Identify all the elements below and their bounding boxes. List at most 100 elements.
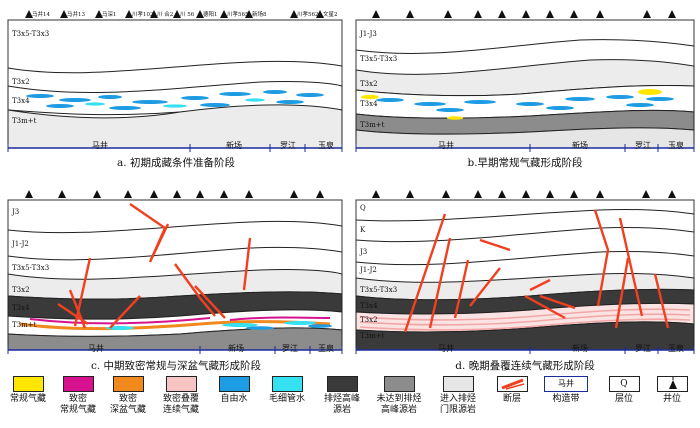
legend-label: 未达到排烃 高峰源岩 [376,394,422,415]
place-label: 马井 [438,344,454,353]
place-label: 新场 [572,344,588,353]
swatch [112,376,144,392]
well-icon [656,376,688,392]
place-label: 新场 [226,141,242,150]
layer-label: T3x5-T3x3 [360,286,398,294]
fault-icon [496,376,528,392]
swatch [12,376,44,392]
legend-label: 致密 常规气藏 [59,394,96,415]
well-label: 德阳1 [203,12,218,18]
legend-item-horizon: Q 层位 [604,376,644,405]
panel-a: 马井14 马井13 马深1 川孝102 川 合2 川 56 德阳1 川孝565 … [0,0,350,180]
layer-label: T3x5-T3x3 [12,30,50,38]
place-label: 罗江 [635,141,651,150]
panel-c-caption: c. 中期致密常规与深盆气藏形成阶段 [90,360,262,372]
place-label: 玉泉 [318,141,334,150]
well-label: 马井14 [32,12,50,18]
panel-b: J1-J3 T3x5-T3x3 T3x2 T3x4 T3m+t 马井 新场 罗江… [350,0,700,180]
well-label: 马深1 [102,12,117,18]
place-label: 罗江 [635,344,651,353]
place-label: 马井 [438,141,454,150]
swatch [271,376,303,392]
place-label: 新场 [228,344,244,353]
layer-label: T3x4 [12,97,30,105]
legend-label: 排烃高峰 源岩 [323,394,360,415]
legend-item-well: 井位 [650,376,694,405]
legend-item-threshold-source: 进入排烃 门限源岩 [432,376,484,416]
well-label: 川 56 [180,12,195,18]
horizon-icon: Q [608,376,640,392]
place-label: 罗江 [282,344,298,353]
legend-item-conventional: 常规气藏 [6,376,50,405]
layer-label: T3x2 [12,286,30,294]
legend-item-capillary-water: 毛细管水 [262,376,312,405]
structural-zone-icon: 马井 [544,376,588,392]
well-label: 新场8 [252,12,267,18]
legend-label: 构造带 [552,394,580,404]
legend-item-tight-conventional: 致密 常规气藏 [56,376,100,416]
legend: 常规气藏 致密 常规气藏 致密 深盆气藏 致密叠覆 连续气藏 自由水 毛细管水 … [0,376,700,428]
layer-label: J1-J2 [360,266,377,274]
legend-item-prepeak-source: 未达到排烃 高峰源岩 [370,376,428,416]
well-label: 川 合2 [157,12,174,18]
place-label: 罗江 [280,141,296,150]
legend-label: 致密叠覆 连续气藏 [162,394,199,415]
layer-label: J3 [12,208,20,216]
place-label: 玉泉 [318,344,334,353]
panel-b-section [355,10,695,152]
legend-label: 自由水 [220,394,248,404]
swatch [326,376,358,392]
layer-label: T3x2 [12,78,30,86]
layer-label: J1-J3 [360,30,377,38]
panel-d: Q K J3 J1-J2 T3x5-T3x3 T3x4 T3x2 T3m+t 马… [350,178,700,372]
panel-c: J3 J1-J2 T3x5-T3x3 T3x2 T3x4 T3m+t 马井 新场… [0,178,350,372]
legend-label: 致密 深盆气藏 [109,394,146,415]
place-label: 马井 [92,141,108,150]
layer-label: T3x5-T3x3 [12,264,50,272]
legend-item-structural-zone: 马井 构造带 [540,376,592,405]
well-label: 川孝565 [227,12,249,18]
legend-label: 井位 [662,394,681,404]
swatch [165,376,197,392]
layer-label: J1-J2 [12,240,29,248]
layer-label: T3m+t [360,121,385,129]
place-label: 新场 [572,141,588,150]
legend-label: 层位 [614,394,633,404]
layer-label: T3m+t [12,117,37,125]
layer-label: T3x5-T3x3 [360,55,398,63]
panel-c-section [7,190,343,354]
panel-a-caption: a. 初期成藏条件准备阶段 [117,157,235,169]
layer-label: T3x2 [360,316,378,324]
layer-label: T3x2 [360,80,378,88]
legend-label: 断层 [502,394,521,404]
legend-label: 进入排烃 门限源岩 [439,394,476,415]
legend-label: 常规气藏 [9,394,46,404]
layer-label: T3x4 [12,304,30,312]
panel-a-well-labels: 马井14 马井13 马深1 川孝102 川 合2 川 56 德阳1 川孝565 … [0,10,350,20]
panel-d-section [355,190,695,354]
well-label: 川孝102 [132,12,154,18]
swatch [218,376,250,392]
swatch [62,376,94,392]
layer-label: Q [360,204,366,212]
legend-item-tight-basin: 致密 深盆气藏 [106,376,150,416]
swatch [442,376,474,392]
layer-label: T3x4 [360,100,378,108]
legend-item-free-water: 自由水 [212,376,256,405]
swatch [383,376,415,392]
layer-label: T3m+t [12,321,37,329]
layer-label: K [360,226,366,234]
panel-b-caption: b.早期常规气藏形成阶段 [467,157,583,169]
legend-item-peak-source: 排烃高峰 源岩 [318,376,366,416]
place-label: 玉泉 [668,344,684,353]
layer-label: T3m+t [360,332,385,340]
well-label: 马井13 [67,12,85,18]
panel-d-caption: d. 晚期叠覆连续气藏形成阶段 [455,360,595,372]
panel-a-section [7,10,343,152]
place-label: 马井 [88,344,104,353]
legend-item-fault: 断层 [490,376,534,405]
well-label: 文星2 [323,12,338,18]
layer-label: T3x4 [360,302,378,310]
layer-label: J3 [360,248,368,256]
legend-item-tight-continuous: 致密叠覆 连续气藏 [156,376,206,416]
